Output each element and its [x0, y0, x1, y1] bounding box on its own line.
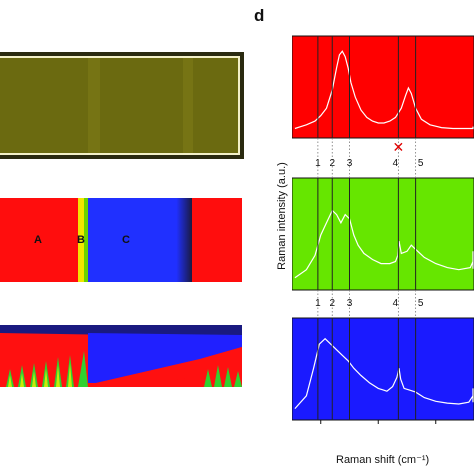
phase-map-blue-region — [88, 198, 192, 282]
optical-image-fill — [0, 56, 240, 155]
y-axis-label: Raman intensity (a.u.) — [276, 162, 288, 270]
optical-band-1 — [88, 58, 100, 153]
x-tick-label-200: 200 — [312, 427, 330, 428]
peak-label-1: 1 — [315, 298, 321, 309]
peak-label-4: 4 — [393, 158, 399, 169]
phase-map-panel: A B C — [0, 198, 242, 282]
peak-label-3: 3 — [347, 158, 353, 169]
spectrum-line-1 — [294, 50, 474, 130]
excluded-peak-marker-4: ✕ — [393, 139, 405, 155]
x-tick-label-600: 600 — [427, 427, 445, 428]
simulation-red-diagonal — [96, 347, 242, 387]
x-axis-label: Raman shift (cm⁻¹) — [336, 454, 430, 466]
phase-map-yellow-stripe — [78, 198, 84, 282]
simulation-green-spikes-right — [204, 365, 242, 387]
segment-label-a: A — [34, 234, 42, 246]
peak-labels: 1 2 3 4 51 2 3 4 5 — [315, 158, 424, 309]
peak-label-2: 2 — [329, 158, 335, 169]
simulation-green-spikes-left — [6, 351, 88, 387]
segment-label-c: C — [122, 234, 130, 246]
spectrum-panel-3 — [292, 317, 474, 421]
x-tick-label-partial: 8 — [468, 427, 474, 428]
peak-label-5: 5 — [418, 298, 424, 309]
excluded-markers: ✕ — [393, 139, 405, 155]
spectrum-panel-1 — [292, 35, 474, 139]
x-axis: 200 400 600 8 — [312, 420, 474, 428]
phase-map-green-stripe — [84, 198, 88, 282]
peak-label-5: 5 — [418, 158, 424, 169]
simulation-map-panel — [0, 325, 242, 387]
peak-label-1: 1 — [315, 158, 321, 169]
simulation-blue-region — [88, 333, 242, 383]
panel-letter-d: d — [254, 6, 265, 25]
spectrum-line-2 — [294, 209, 474, 279]
peak-guides — [317, 36, 417, 420]
spectrum-line-3 — [294, 337, 474, 410]
optical-image-panel — [0, 52, 244, 159]
peak-label-3: 3 — [347, 298, 353, 309]
spectrum-panels — [292, 35, 474, 421]
x-tick-label-400: 400 — [369, 427, 387, 428]
optical-band-2 — [183, 58, 193, 153]
segment-label-b: B — [77, 234, 85, 246]
simulation-top-band — [0, 325, 242, 337]
peak-label-2: 2 — [329, 298, 335, 309]
spectrum-panel-2 — [292, 177, 474, 291]
peak-label-4: 4 — [393, 298, 399, 309]
